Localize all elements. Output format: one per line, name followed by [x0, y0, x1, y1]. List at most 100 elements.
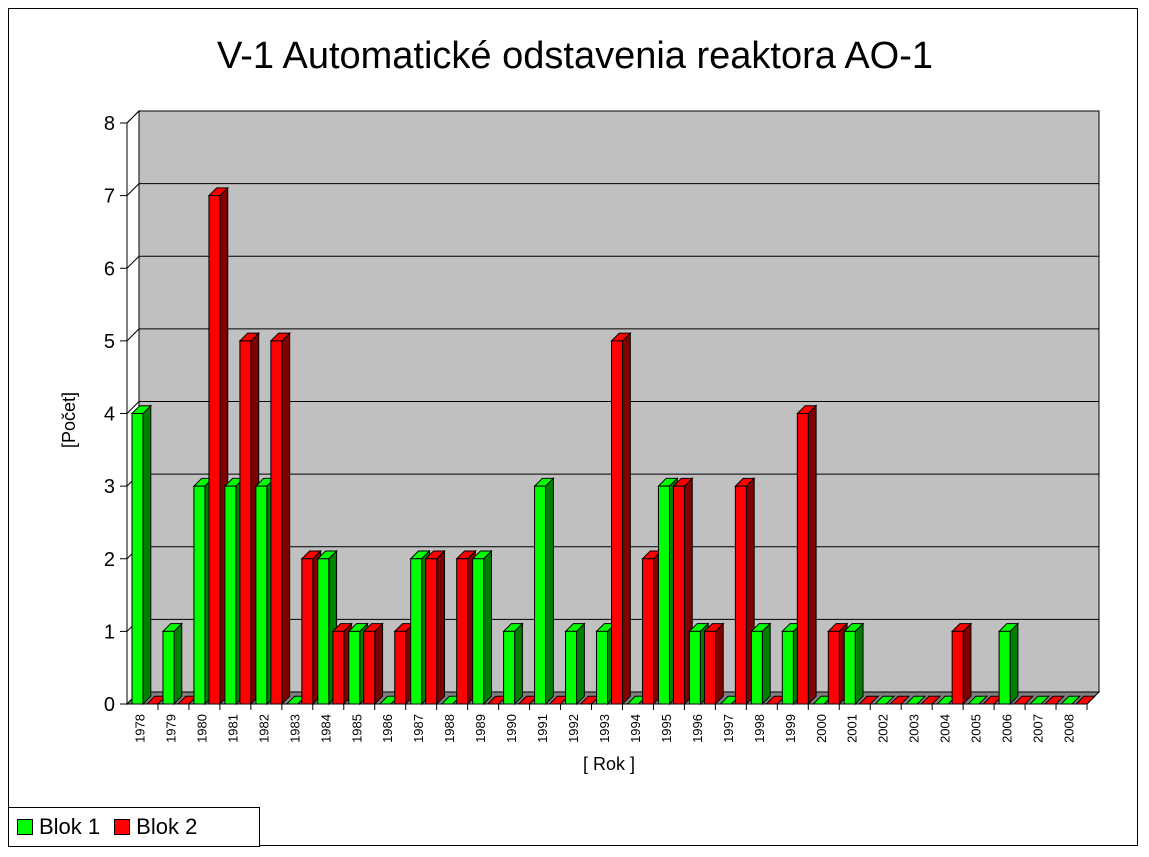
bar-blok-1 [657, 485, 670, 705]
y-tick-label: 7 [104, 186, 115, 208]
x-tick-label: 1987 [411, 714, 426, 743]
bar-blok-1-side [761, 622, 771, 706]
bar-blok-1-side [173, 622, 183, 706]
y-tick-label: 2 [104, 549, 115, 571]
legend-label-blok-1: Blok 1 [39, 814, 101, 839]
bar-blok-2 [208, 195, 221, 705]
bar-blok-2 [456, 558, 469, 705]
bar-blok-1 [348, 630, 361, 705]
bar-blok-1 [162, 630, 175, 705]
x-tick-label: 2001 [845, 714, 860, 743]
bar-blok-1 [224, 485, 237, 705]
bar-blok-1 [688, 630, 701, 705]
x-tick-label: 2003 [907, 714, 922, 743]
bar-blok-1 [534, 485, 547, 705]
legend-swatch-blok-2 [114, 819, 131, 835]
bar-blok-1 [750, 630, 763, 705]
bar-blok-2-side [622, 331, 631, 706]
bar-blok-1 [503, 630, 516, 705]
bar-blok-2-side [374, 622, 384, 706]
plot-area: 0 1 2 3 4 5 6 7 8 1978 1979 1980 1981 1982 1983 1984 198… [104, 109, 1101, 743]
y-tick-label: 0 [104, 694, 115, 716]
x-tick-label: 1978 [132, 714, 147, 743]
bar-blok-2-side [436, 549, 446, 706]
y-tick-label: 6 [104, 258, 115, 280]
x-tick-label: 1990 [504, 714, 519, 743]
bar-blok-1 [998, 630, 1011, 705]
bar-blok-2 [951, 630, 964, 705]
bar-blok-2 [734, 485, 747, 705]
bar-blok-1 [410, 558, 423, 705]
y-tick-label: 1 [104, 621, 115, 643]
x-tick-label: 1995 [659, 714, 674, 743]
x-tick-label: 1997 [721, 714, 736, 743]
bar-blok-1 [193, 485, 206, 705]
x-tick-label: 2008 [1062, 714, 1077, 743]
x-tick-label: 1992 [566, 714, 581, 743]
bar-blok-1 [781, 630, 794, 705]
bar-blok-2 [394, 630, 407, 705]
bar-blok-1 [596, 630, 609, 705]
x-tick-label: 1979 [163, 714, 178, 743]
bar-blok-2 [363, 630, 376, 705]
bar-blok-1-side [483, 549, 492, 706]
legend-item-blok-2: Blok 2 [114, 814, 197, 840]
bar-blok-1 [317, 558, 330, 705]
bar-blok-2 [827, 630, 840, 705]
bar-blok-2-side [714, 622, 724, 706]
bar-blok-2 [611, 340, 624, 705]
chart-title: V-1 Automatické odstavenia reaktora AO-1 [217, 35, 933, 77]
gridline-side [126, 110, 140, 124]
x-tick-label: 2002 [876, 714, 891, 743]
x-tick-label: 1994 [628, 714, 643, 743]
legend: Blok 1 Blok 2 [8, 807, 260, 847]
y-tick-label: 4 [104, 404, 115, 426]
y-axis-label: [Počet] [59, 392, 79, 448]
gridline-side [126, 183, 140, 196]
bar-blok-2 [301, 558, 314, 705]
y-tick-label: 8 [104, 113, 115, 135]
bar-blok-1-side [514, 622, 523, 706]
legend-label-blok-2: Blok 2 [136, 814, 198, 839]
x-tick-label: 1988 [442, 714, 457, 743]
bar-blok-1 [131, 413, 144, 705]
bar-blok-1-side [1009, 622, 1019, 706]
bar-blok-2 [270, 340, 283, 705]
bar-blok-2-side [281, 331, 291, 706]
bar-blok-1 [565, 630, 578, 705]
bar-blok-1 [843, 630, 856, 705]
x-tick-label: 1989 [473, 714, 488, 743]
x-tick-label: 2006 [1000, 714, 1015, 743]
x-tick-label: 1999 [783, 714, 798, 743]
x-tick-label: 1984 [318, 714, 333, 743]
x-tick-label: 1982 [256, 714, 271, 743]
bar-blok-2 [239, 340, 252, 705]
bar-blok-1-side [142, 404, 152, 706]
chart-frame [8, 8, 1138, 846]
bar-blok-2 [641, 558, 654, 705]
x-tick-label: 2005 [969, 714, 984, 743]
x-tick-label: 1993 [597, 714, 612, 743]
x-tick-label: 2004 [938, 714, 953, 743]
legend-swatch-blok-1 [17, 819, 33, 835]
bar-blok-2 [672, 485, 685, 705]
x-tick-label: 1998 [752, 714, 767, 743]
x-tick-label: 1985 [349, 714, 364, 743]
x-tick-label: 1981 [225, 714, 240, 743]
x-tick-label: 1996 [690, 714, 705, 743]
bar-blok-1-side [854, 622, 864, 706]
x-tick-label: 1983 [287, 714, 302, 743]
x-tick-label: 1991 [535, 714, 550, 743]
gridline-side [126, 401, 140, 414]
legend-item-blok-1: Blok 1 [17, 814, 100, 840]
x-tick-label: 1986 [380, 714, 395, 743]
bar-blok-2 [332, 630, 345, 705]
x-tick-label: 1980 [194, 714, 209, 743]
bar-blok-2 [796, 413, 809, 705]
gridline-side [126, 255, 140, 269]
gridline-side [126, 328, 140, 342]
bar-blok-2-side [807, 404, 817, 706]
bar-blok-2-side [962, 622, 972, 706]
x-tick-label: 2000 [814, 714, 829, 743]
bar-blok-1 [472, 558, 485, 705]
